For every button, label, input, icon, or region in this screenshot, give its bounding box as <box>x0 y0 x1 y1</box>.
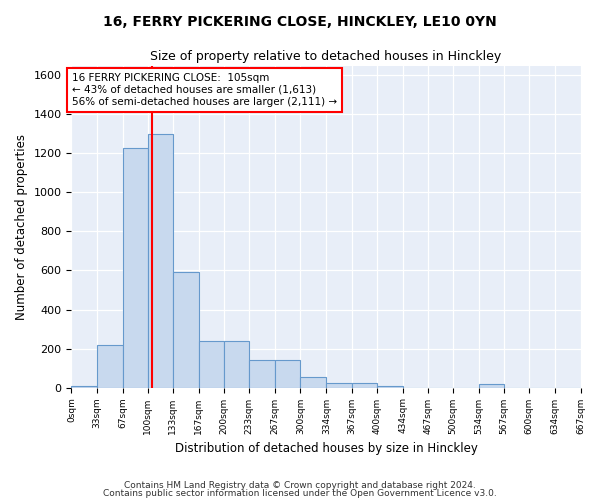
Bar <box>479 384 504 388</box>
Bar <box>301 377 326 388</box>
Text: Contains HM Land Registry data © Crown copyright and database right 2024.: Contains HM Land Registry data © Crown c… <box>124 480 476 490</box>
Bar <box>173 272 199 388</box>
Bar <box>97 344 122 388</box>
Bar <box>326 382 352 388</box>
Bar <box>122 148 148 388</box>
Title: Size of property relative to detached houses in Hinckley: Size of property relative to detached ho… <box>151 50 502 63</box>
Bar <box>249 360 275 388</box>
Bar <box>352 384 377 388</box>
Bar <box>71 386 97 388</box>
Bar <box>224 340 249 388</box>
Text: Contains public sector information licensed under the Open Government Licence v3: Contains public sector information licen… <box>103 489 497 498</box>
Bar <box>377 386 403 388</box>
X-axis label: Distribution of detached houses by size in Hinckley: Distribution of detached houses by size … <box>175 442 478 455</box>
Text: 16, FERRY PICKERING CLOSE, HINCKLEY, LE10 0YN: 16, FERRY PICKERING CLOSE, HINCKLEY, LE1… <box>103 15 497 29</box>
Y-axis label: Number of detached properties: Number of detached properties <box>15 134 28 320</box>
Bar <box>148 134 173 388</box>
Text: 16 FERRY PICKERING CLOSE:  105sqm
← 43% of detached houses are smaller (1,613)
5: 16 FERRY PICKERING CLOSE: 105sqm ← 43% o… <box>72 74 337 106</box>
Bar <box>275 360 301 388</box>
Bar <box>199 340 224 388</box>
